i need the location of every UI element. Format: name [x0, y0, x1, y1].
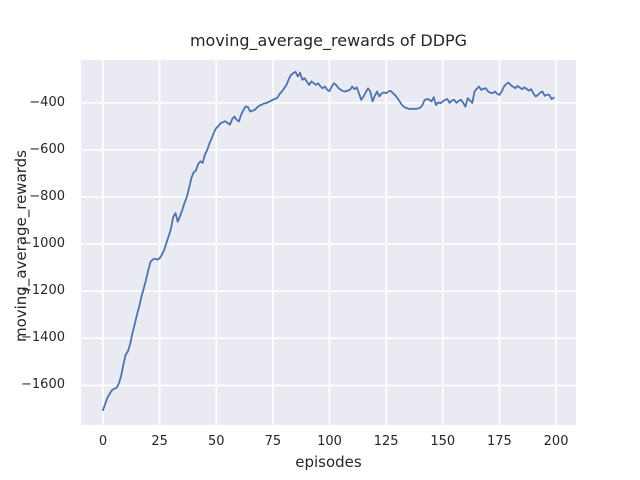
y-tick-label: −1000	[21, 236, 65, 252]
y-tick-label: −600	[29, 141, 65, 157]
x-tick-label: 200	[543, 434, 569, 449]
reward-line	[102, 70, 555, 412]
x-axis-label: episodes	[295, 453, 362, 471]
x-tick-label: 25	[151, 434, 168, 449]
y-tick-label: −400	[29, 94, 65, 110]
x-tick-label: 75	[264, 434, 282, 449]
y-tick-label: −1200	[21, 283, 65, 299]
x-tick-label: 0	[98, 434, 108, 449]
y-tick-label: −1600	[21, 377, 65, 393]
y-tick-label: −1400	[21, 330, 65, 346]
chart-title: moving_average_rewards of DDPG	[189, 31, 468, 50]
chart-canvas	[81, 60, 576, 425]
x-tick-label: 175	[487, 434, 512, 449]
plot-area	[81, 60, 576, 425]
y-tick-label: −800	[29, 189, 65, 205]
x-tick-label: 50	[207, 434, 225, 449]
x-tick-label: 100	[317, 434, 342, 449]
x-tick-label: 125	[373, 434, 399, 449]
x-tick-label: 150	[430, 434, 456, 449]
